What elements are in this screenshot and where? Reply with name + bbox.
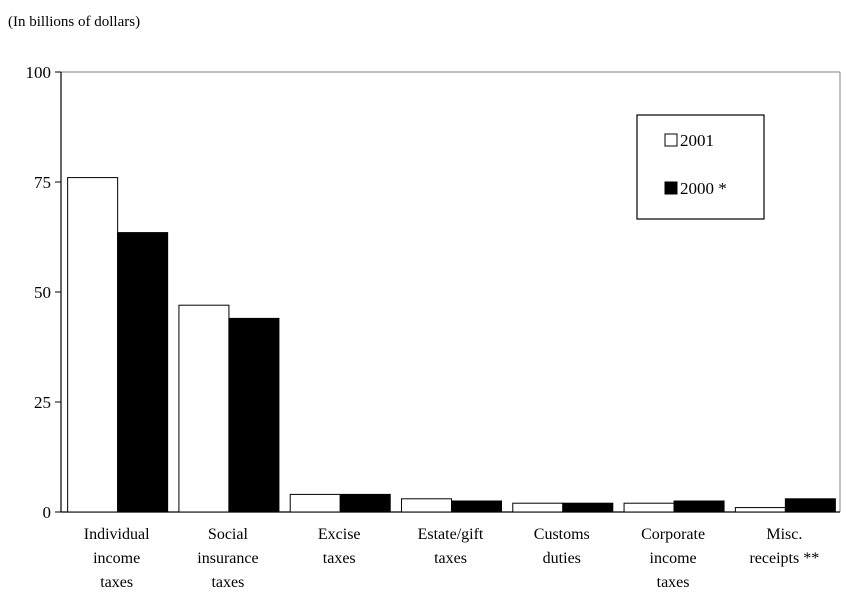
y-tick-label: 25 — [34, 393, 51, 412]
x-category-label: insurance — [197, 550, 258, 567]
x-category-label: income — [93, 550, 140, 567]
y-tick-label: 0 — [43, 503, 52, 522]
x-category-label: Estate/gift — [418, 526, 484, 543]
x-category-label: Corporate — [641, 526, 705, 543]
x-category-label: Social — [208, 526, 249, 543]
x-category-label: Misc. — [766, 526, 802, 543]
bar-series2 — [451, 500, 502, 513]
bar-series2 — [784, 498, 836, 513]
x-category-label: receipts ** — [749, 550, 819, 567]
y-axis-ticks: 0 25 50 75 100 — [26, 63, 61, 522]
y-tick-label: 100 — [26, 63, 52, 82]
bars — [67, 177, 836, 513]
x-category-label: Customs — [534, 526, 590, 543]
x-category-label: income — [650, 550, 697, 567]
legend-box — [636, 114, 765, 220]
bar-series1 — [623, 502, 675, 513]
bar-series1 — [178, 304, 230, 513]
bar-series2 — [228, 317, 280, 513]
x-category-label: taxes — [657, 574, 690, 591]
bar-series2 — [673, 500, 725, 513]
bar-series2 — [562, 502, 614, 513]
x-axis-labels: Individual income taxes Social insurance taxe… — [84, 526, 819, 591]
y-tick-label: 75 — [34, 173, 51, 192]
x-category-label: Individual — [84, 526, 150, 543]
legend-label: 2001 — [680, 131, 714, 150]
bar-series1 — [289, 493, 341, 513]
x-category-label: taxes — [211, 574, 244, 591]
unit-note: (In billions of dollars) — [8, 14, 141, 30]
legend-label: 2000 * — [680, 179, 727, 198]
x-category-label: taxes — [323, 550, 356, 567]
bar-series2 — [339, 493, 391, 513]
bar-series1 — [512, 502, 564, 513]
legend-swatch — [664, 133, 678, 147]
bar-series1 — [67, 177, 119, 513]
x-category-label: duties — [543, 550, 581, 567]
x-category-label: taxes — [434, 550, 467, 567]
legend: 2001 2000 * — [636, 114, 765, 220]
x-category-label: taxes — [100, 574, 133, 591]
y-tick-label: 50 — [34, 283, 51, 302]
legend-swatch — [664, 181, 678, 195]
bar-series2 — [117, 232, 169, 513]
x-category-label: Excise — [318, 526, 361, 543]
bar-series1 — [401, 498, 452, 513]
bar-series1 — [734, 507, 786, 513]
